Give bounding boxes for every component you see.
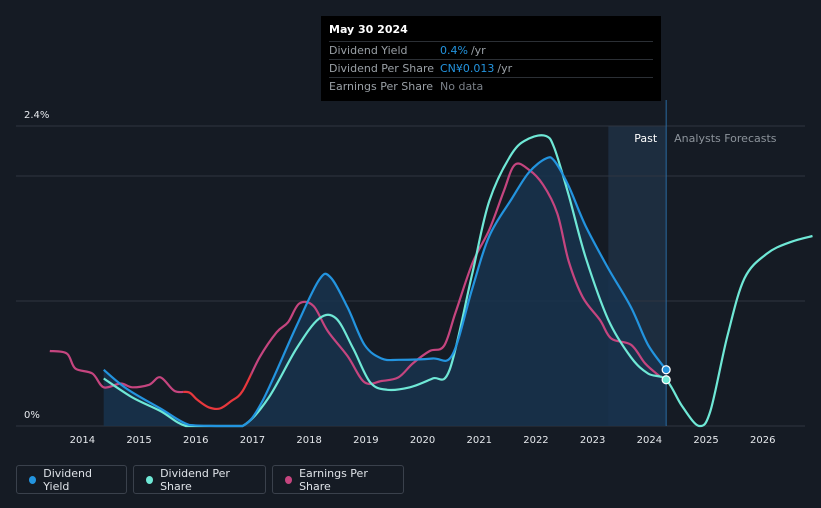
tooltip-label: Earnings Per Share (329, 80, 434, 93)
tooltip-row-dividend-per-share: Dividend Per Share CN¥0.013 /yr (329, 59, 653, 77)
x-tick-label: 2025 (693, 435, 718, 446)
legend-earnings-per-share[interactable]: Earnings Per Share (272, 465, 404, 494)
tooltip-unit: /yr (497, 62, 513, 75)
x-tick-label: 2018 (296, 435, 321, 446)
x-axis-ticks: 2014 2015 2016 2017 2018 2019 2020 2021 2022 2023… (70, 435, 776, 446)
dividend-yield-area-fill (103, 157, 667, 427)
x-tick-label: 2021 (467, 435, 492, 446)
legend-dividend-yield[interactable]: Dividend Yield (16, 465, 127, 494)
x-tick-label: 2024 (637, 435, 662, 446)
x-tick-label: 2017 (240, 435, 265, 446)
tooltip-value: No data (440, 80, 484, 93)
dividend-yield-area (103, 157, 667, 427)
x-tick-label: 2019 (353, 435, 378, 446)
x-tick-label: 2026 (750, 435, 775, 446)
tooltip-row-dividend-yield: Dividend Yield 0.4% /yr (329, 41, 653, 59)
dividend-per-share-dot-icon (146, 475, 154, 484)
x-tick-label: 2014 (70, 435, 95, 446)
tooltip-value: CN¥0.013 (440, 62, 495, 75)
past-label: Past (634, 132, 658, 145)
dividend-yield-dot-icon (29, 475, 37, 484)
dividend-per-share-marker (661, 375, 671, 385)
x-tick-label: 2020 (410, 435, 435, 446)
earnings-per-share-line (49, 162, 661, 411)
tooltip-label: Dividend Per Share (329, 62, 435, 75)
dividend-per-share-line (103, 134, 813, 428)
legend-label: Dividend Yield (43, 466, 93, 493)
legend-label: Earnings Per Share (299, 466, 368, 493)
tooltip-date: May 30 2024 (329, 23, 408, 36)
x-tick-label: 2015 (126, 435, 151, 446)
legend-label: Dividend Per Share (160, 466, 230, 493)
y-tick-label-top: 2.4% (24, 110, 49, 121)
series-markers (661, 365, 671, 385)
x-tick-label: 2023 (580, 435, 605, 446)
legend-dividend-per-share[interactable]: Dividend Per Share (133, 465, 266, 494)
tooltip-label: Dividend Yield (329, 44, 408, 57)
series-lines (49, 134, 813, 428)
y-tick-label-bottom: 0% (24, 410, 40, 421)
x-tick-label: 2022 (523, 435, 548, 446)
tooltip: May 30 2024 Dividend Yield 0.4% /yr Divi… (321, 16, 661, 101)
analysts-forecasts-label: Analysts Forecasts (674, 132, 777, 145)
tooltip-unit: /yr (470, 44, 486, 57)
tooltip-row-earnings-per-share: Earnings Per Share No data (329, 77, 653, 95)
earnings-per-share-dot-icon (285, 475, 293, 484)
dividend-yield-line (102, 156, 668, 428)
x-tick-label: 2016 (183, 435, 208, 446)
tooltip-value: 0.4% (440, 44, 468, 57)
dividend-yield-marker (661, 365, 671, 375)
